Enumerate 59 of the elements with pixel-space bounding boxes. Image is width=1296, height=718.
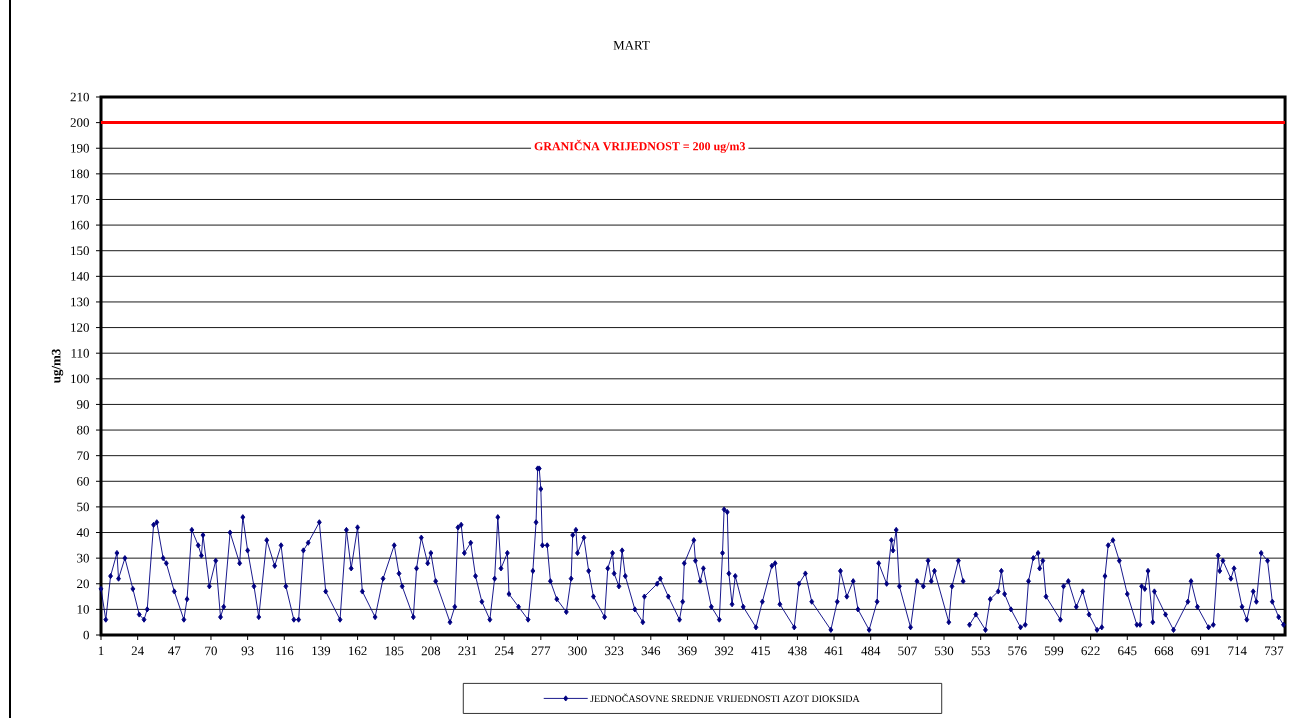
chart-title: MART <box>613 40 650 50</box>
y-tick-label: 0 <box>83 630 89 640</box>
y-tick-label: 80 <box>77 425 89 435</box>
x-tick-label: 254 <box>495 646 514 656</box>
y-tick-label: 190 <box>71 143 89 153</box>
x-tick-label: 369 <box>678 646 697 656</box>
x-tick-label: 208 <box>421 646 441 656</box>
y-tick-label: 170 <box>71 195 89 204</box>
x-tick-label: 392 <box>715 646 734 656</box>
x-tick-label: 1 <box>98 646 104 656</box>
x-tick-label: 622 <box>1081 646 1100 656</box>
x-tick-label: 576 <box>1008 646 1027 656</box>
y-tick-label: 70 <box>77 451 89 461</box>
x-tick-label: 162 <box>349 646 367 656</box>
x-tick-label: 93 <box>241 646 254 656</box>
x-tick-label: 691 <box>1191 646 1210 656</box>
x-tick-label: 714 <box>1228 646 1247 656</box>
x-tick-label: 415 <box>751 646 770 656</box>
x-tick-label: 438 <box>787 646 807 656</box>
y-tick-label: 150 <box>71 246 89 256</box>
y-tick-label: 140 <box>71 271 89 281</box>
x-tick-label: 507 <box>898 646 917 656</box>
y-tick-label: 100 <box>71 374 89 384</box>
y-tick-label: 50 <box>77 502 89 512</box>
y-tick-label: 120 <box>71 323 89 332</box>
x-tick-label: 70 <box>205 646 217 656</box>
x-tick-label: 645 <box>1118 646 1137 656</box>
x-tick-label: 461 <box>824 646 844 656</box>
y-tick-label: 90 <box>76 400 89 409</box>
x-tick-label: 668 <box>1154 646 1174 656</box>
x-tick-label: 24 <box>131 646 144 656</box>
x-tick-label: 323 <box>605 646 624 656</box>
y-axis-title: ug/m3 <box>51 349 64 384</box>
x-tick-label: 346 <box>641 646 661 656</box>
y-tick-label: 30 <box>77 553 89 563</box>
y-tick-label: 130 <box>71 297 89 307</box>
x-tick-label: 737 <box>1265 646 1284 656</box>
y-tick-label: 20 <box>77 579 89 589</box>
x-tick-label: 277 <box>531 646 551 656</box>
y-tick-label: 60 <box>77 476 89 486</box>
x-tick-label: 484 <box>861 646 881 656</box>
x-tick-label: 231 <box>458 646 477 656</box>
x-tick-label: 530 <box>935 646 954 656</box>
x-tick-label: 116 <box>275 646 294 656</box>
x-tick-label: 553 <box>971 646 990 656</box>
legend-label: JEDNOČASOVNE SREDNJE VRIJEDNOSTI AZOT DIOKSIDA <box>590 693 860 703</box>
x-tick-label: 139 <box>312 646 331 656</box>
y-tick-label: 40 <box>76 528 89 537</box>
y-tick-label: 200 <box>70 118 89 127</box>
y-tick-label: 160 <box>71 220 89 230</box>
y-tick-label: 10 <box>77 605 89 614</box>
y-tick-label: 180 <box>71 169 89 179</box>
x-tick-label: 599 <box>1045 646 1064 656</box>
y-tick-label: 110 <box>71 348 89 358</box>
ref-line-label: GRANIČNA VRIJEDNOST = 200 ug/m3 <box>534 139 746 153</box>
x-tick-label: 185 <box>385 646 404 656</box>
x-tick-label: 47 <box>168 646 181 656</box>
y-tick-label: 210 <box>70 92 89 102</box>
x-tick-label: 300 <box>568 646 587 656</box>
